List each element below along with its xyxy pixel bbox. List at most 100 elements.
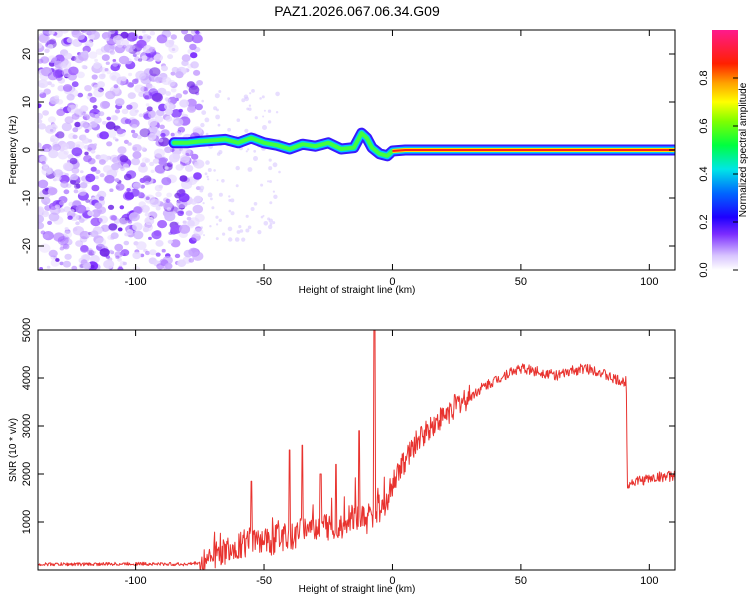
noise-blob xyxy=(70,209,75,213)
noise-blob xyxy=(67,104,78,114)
noise-blob xyxy=(112,136,117,140)
noise-blob xyxy=(64,52,73,60)
noise-blob xyxy=(217,123,221,127)
noise-blob xyxy=(215,215,219,219)
noise-blob xyxy=(272,162,278,168)
noise-blob xyxy=(67,154,74,160)
noise-blob xyxy=(207,192,213,198)
noise-blob xyxy=(94,114,100,118)
noise-blob xyxy=(116,186,120,190)
noise-blob xyxy=(269,180,272,183)
noise-blob xyxy=(111,75,117,80)
noise-blob xyxy=(166,207,172,211)
noise-blob xyxy=(99,248,110,257)
noise-blob xyxy=(188,258,195,263)
x-tick-label: -50 xyxy=(256,575,272,587)
noise-blob xyxy=(230,198,235,203)
noise-blob xyxy=(138,192,145,198)
noise-blob xyxy=(228,209,232,213)
y-tick-label: 20 xyxy=(21,48,33,60)
noise-blob xyxy=(63,189,70,195)
noise-blob xyxy=(144,216,155,226)
signal-ridge xyxy=(168,127,675,162)
noise-blob xyxy=(79,120,89,128)
noise-blob xyxy=(86,30,96,35)
noise-blob xyxy=(90,166,97,172)
noise-blob xyxy=(70,173,79,181)
noise-blob xyxy=(90,149,96,154)
noise-blob xyxy=(83,155,92,163)
noise-blob xyxy=(112,35,124,44)
y-tick-label: -10 xyxy=(21,190,33,206)
noise-blob xyxy=(165,198,171,203)
noise-blob xyxy=(186,81,195,88)
noise-blob xyxy=(262,115,265,118)
noise-blob xyxy=(185,152,189,156)
spectrogram-image xyxy=(38,30,675,270)
noise-blob xyxy=(164,263,173,270)
noise-blob xyxy=(100,73,106,78)
noise-blob xyxy=(165,91,171,96)
noise-blob xyxy=(84,85,92,92)
noise-blob xyxy=(222,232,226,236)
noise-blob xyxy=(88,248,94,253)
x-tick-label: 100 xyxy=(640,575,658,587)
noise-blob xyxy=(245,228,250,233)
noise-blob xyxy=(38,206,44,213)
noise-blob xyxy=(253,156,258,161)
noise-blob xyxy=(215,237,219,241)
noise-blob xyxy=(72,227,78,232)
noise-blob xyxy=(76,144,81,148)
noise-blob xyxy=(119,205,125,210)
noise-blob xyxy=(150,169,155,173)
snr-series-line xyxy=(38,330,675,570)
noise-blob xyxy=(110,232,119,240)
noise-blob xyxy=(236,230,241,234)
noise-blob xyxy=(92,196,97,201)
snr-y-ticks: 1000 2000 3000 4000 5000 xyxy=(21,318,675,534)
noise-blob xyxy=(71,81,79,88)
noise-blob xyxy=(138,164,148,173)
noise-blob xyxy=(120,31,129,39)
colorbar-label: Normalized spectral amplitude xyxy=(738,82,749,217)
noise-blob xyxy=(47,116,56,123)
noise-blob xyxy=(170,34,177,40)
noise-blob xyxy=(134,109,139,113)
noise-blob xyxy=(272,221,276,225)
noise-blob xyxy=(167,239,173,244)
y-tick-label: 10 xyxy=(21,96,33,108)
noise-blob xyxy=(171,66,179,73)
spectrogram-y-label: Frequency (Hz) xyxy=(8,116,19,185)
noise-blob xyxy=(109,188,114,192)
noise-blob xyxy=(42,231,54,241)
noise-blob xyxy=(108,223,118,231)
noise-blob xyxy=(154,184,163,192)
noise-blob xyxy=(48,249,58,258)
noise-blob xyxy=(156,34,168,44)
noise-blob xyxy=(104,174,115,184)
noise-blob xyxy=(273,194,278,199)
noise-blob xyxy=(194,161,200,166)
noise-blob xyxy=(179,99,190,108)
noise-blob xyxy=(132,222,143,232)
noise-blob xyxy=(47,71,59,81)
noise-blob xyxy=(138,35,143,40)
noise-blob xyxy=(158,138,164,143)
noise-blob xyxy=(243,94,249,99)
noise-blob xyxy=(218,150,223,155)
noise-blob xyxy=(218,192,223,197)
noise-blob xyxy=(150,216,155,220)
noise-blob xyxy=(94,175,99,180)
noise-blob xyxy=(93,84,101,91)
noise-blob xyxy=(38,119,43,124)
noise-blob xyxy=(112,115,119,121)
noise-blob xyxy=(137,135,142,140)
noise-blob xyxy=(196,80,204,86)
noise-blob xyxy=(99,173,105,178)
noise-blob xyxy=(110,215,118,221)
noise-blob xyxy=(250,207,255,211)
noise-blob xyxy=(263,109,266,112)
noise-blob xyxy=(275,91,280,97)
noise-blob xyxy=(195,30,200,35)
colorbar-gradient xyxy=(712,30,738,270)
